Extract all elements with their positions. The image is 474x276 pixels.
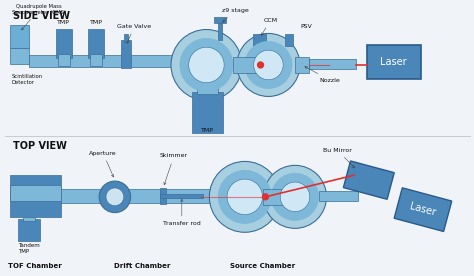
FancyBboxPatch shape (160, 194, 203, 198)
Text: Aperture: Aperture (89, 150, 117, 177)
Text: Gate Valve: Gate Valve (118, 23, 152, 43)
Text: Bu Mirror: Bu Mirror (323, 148, 355, 168)
FancyBboxPatch shape (191, 92, 223, 133)
Circle shape (106, 188, 124, 206)
Circle shape (210, 161, 280, 232)
Text: Source Chamber: Source Chamber (230, 263, 295, 269)
FancyBboxPatch shape (263, 189, 294, 205)
FancyBboxPatch shape (319, 191, 358, 201)
FancyBboxPatch shape (121, 40, 131, 68)
FancyBboxPatch shape (160, 188, 166, 204)
Text: SIDE VIEW: SIDE VIEW (12, 11, 70, 21)
Circle shape (218, 170, 272, 224)
FancyBboxPatch shape (23, 217, 35, 221)
FancyBboxPatch shape (214, 17, 226, 23)
FancyBboxPatch shape (29, 55, 128, 67)
FancyBboxPatch shape (309, 59, 356, 69)
FancyBboxPatch shape (218, 21, 222, 40)
Text: TMP: TMP (57, 20, 70, 25)
FancyBboxPatch shape (131, 55, 185, 67)
FancyBboxPatch shape (90, 54, 102, 66)
Circle shape (264, 165, 327, 228)
FancyBboxPatch shape (253, 34, 266, 50)
Circle shape (263, 194, 268, 200)
Circle shape (180, 38, 233, 92)
FancyBboxPatch shape (285, 34, 293, 46)
Text: Quadrupole Mass
Spectrometer (QMS): Quadrupole Mass Spectrometer (QMS) (12, 4, 66, 30)
Text: CCM: CCM (261, 18, 277, 35)
Circle shape (99, 181, 131, 213)
Text: PSV: PSV (300, 23, 312, 28)
Text: TMP: TMP (90, 20, 102, 25)
Polygon shape (343, 161, 394, 199)
Text: Transfer rod: Transfer rod (163, 199, 201, 227)
Circle shape (227, 179, 263, 214)
FancyBboxPatch shape (367, 45, 421, 79)
Circle shape (237, 33, 300, 96)
FancyBboxPatch shape (61, 189, 213, 203)
Text: TOP VIEW: TOP VIEW (12, 141, 66, 151)
Text: z9 stage: z9 stage (221, 8, 248, 22)
Text: TOF Chamber: TOF Chamber (8, 263, 62, 269)
FancyBboxPatch shape (233, 57, 268, 73)
FancyBboxPatch shape (9, 185, 61, 201)
FancyBboxPatch shape (88, 28, 104, 58)
FancyBboxPatch shape (56, 28, 72, 58)
FancyBboxPatch shape (58, 54, 70, 66)
FancyBboxPatch shape (9, 25, 29, 48)
Text: Skimmer: Skimmer (160, 153, 188, 185)
Circle shape (171, 30, 242, 100)
Text: Scintillation
Detector: Scintillation Detector (11, 74, 43, 85)
Circle shape (254, 50, 283, 80)
Text: Drift Chamber: Drift Chamber (114, 263, 171, 269)
FancyBboxPatch shape (124, 34, 128, 42)
Circle shape (272, 173, 319, 221)
Text: Laser: Laser (380, 57, 407, 67)
FancyBboxPatch shape (9, 48, 29, 64)
Circle shape (245, 41, 292, 89)
FancyBboxPatch shape (9, 175, 61, 217)
Text: TMP: TMP (201, 128, 214, 133)
Text: Nozzle: Nozzle (305, 67, 340, 83)
Circle shape (189, 47, 224, 83)
FancyBboxPatch shape (295, 57, 309, 73)
FancyBboxPatch shape (18, 219, 40, 241)
Text: Tandem
TMP: Tandem TMP (18, 243, 40, 254)
Circle shape (280, 182, 310, 212)
Polygon shape (394, 188, 452, 232)
Circle shape (257, 62, 264, 68)
Text: Laser: Laser (409, 201, 437, 218)
FancyBboxPatch shape (197, 82, 218, 94)
